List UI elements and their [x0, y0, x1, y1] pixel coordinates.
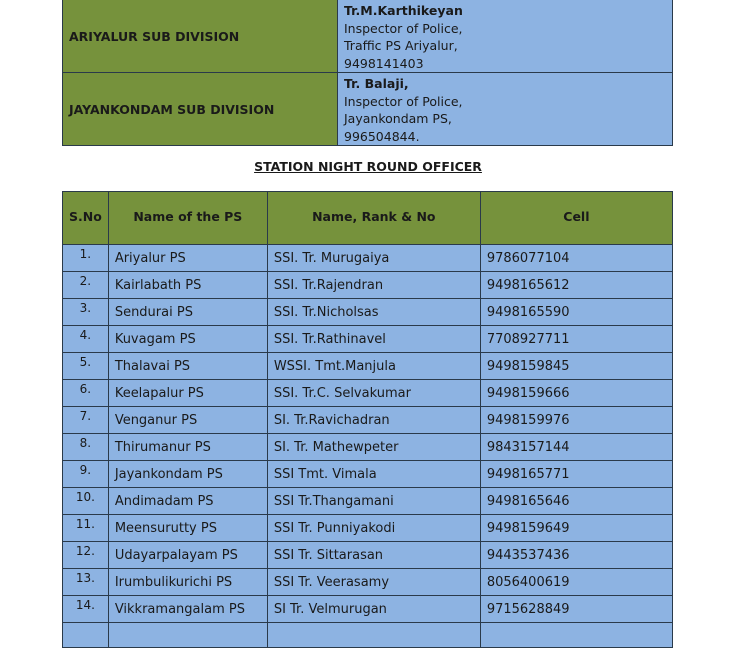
- cell-officer: SI. Tr. Mathewpeter: [266, 433, 481, 461]
- cell-officer: SSI Tr. Sittarasan: [266, 541, 481, 569]
- table-row: 8. Thirumanur PS SI. Tr. Mathewpeter 984315…: [62, 433, 674, 461]
- cell-sno: 7.: [62, 406, 109, 434]
- cell-officer: SI. Tr.Ravichadran: [266, 406, 481, 434]
- table-row: 14. Vikkramangalam PS SI Tr. Velmurugan 971…: [62, 595, 674, 623]
- cell-sno: 13.: [62, 568, 109, 596]
- table-row: [62, 622, 674, 648]
- division-officer: Tr. Balaji, Inspector of Police, Jayankond…: [337, 72, 673, 146]
- cell-ps-name: Keelapalur PS: [107, 379, 268, 407]
- cell-sno: 3.: [62, 298, 109, 326]
- cell-ps-name: Irumbulikurichi PS: [107, 568, 268, 596]
- cell-ps-name: Sendurai PS: [107, 298, 268, 326]
- cell-cell: 9498165646: [479, 487, 674, 515]
- section-title: STATION NIGHT ROUND OFFICER: [254, 159, 482, 174]
- table-row: 4. Kuvagam PS SSI. Tr.Rathinavel 7708927711: [62, 325, 674, 353]
- cell-officer: SSI Tmt. Vimala: [266, 460, 481, 488]
- cell-officer: SSI. Tr.Rajendran: [266, 271, 481, 299]
- cell-cell: 9498165612: [479, 271, 674, 299]
- cell-cell: 8056400619: [479, 568, 674, 596]
- cell-officer: WSSI. Tmt.Manjula: [266, 352, 481, 380]
- officer-name: Tr.M.Karthikeyan: [344, 3, 463, 18]
- cell-ps-name: Vikkramangalam PS: [107, 595, 268, 623]
- cell-officer: SSI Tr. Punniyakodi: [266, 514, 481, 542]
- cell-ps-name: Udayarpalayam PS: [107, 541, 268, 569]
- cell-ps-name: Meensurutty PS: [107, 514, 268, 542]
- officer-detail: Inspector of Police,: [344, 93, 463, 109]
- table-header-row: S.No Name of the PS Name, Rank & No Cell: [62, 191, 674, 245]
- officer-detail: 9498141403: [344, 55, 424, 71]
- cell-officer: SSI. Tr.Rathinavel: [266, 325, 481, 353]
- table-row: 3. Sendurai PS SSI. Tr.Nicholsas 9498165590: [62, 298, 674, 326]
- officer-detail: 996504844.: [344, 128, 420, 144]
- sub-division-row: JAYANKONDAM SUB DIVISION Tr. Balaji, Inspe…: [62, 72, 673, 146]
- cell-ps-name: Kairlabath PS: [107, 271, 268, 299]
- cell-cell: 9498165771: [479, 460, 674, 488]
- cell-cell: 9715628849: [479, 595, 674, 623]
- cell-cell: 9786077104: [479, 244, 674, 272]
- cell-cell: 9498159976: [479, 406, 674, 434]
- cell-sno: 9.: [62, 460, 109, 488]
- table-row: 10. Andimadam PS SSI Tr.Thangamani 94981656…: [62, 487, 674, 515]
- cell-cell: 7708927711: [479, 325, 674, 353]
- cell-sno: 6.: [62, 379, 109, 407]
- cell-officer: SSI Tr. Veerasamy: [266, 568, 481, 596]
- cell-cell: 9843157144: [479, 433, 674, 461]
- cell-sno: 12.: [62, 541, 109, 569]
- cell-ps-name: Thalavai PS: [107, 352, 268, 380]
- table-row: 12. Udayarpalayam PS SSI Tr. Sittarasan 944…: [62, 541, 674, 569]
- table-row: 13. Irumbulikurichi PS SSI Tr. Veerasamy 80…: [62, 568, 674, 596]
- cell-sno: 11.: [62, 514, 109, 542]
- officer-detail: Traffic PS Ariyalur,: [344, 38, 458, 53]
- officer-detail: Jayankondam PS,: [344, 111, 452, 126]
- cell-officer: SI Tr. Velmurugan: [266, 595, 481, 623]
- division-officer: Tr.M.Karthikeyan Inspector of Police, Traf…: [337, 0, 673, 73]
- cell-sno: 10.: [62, 487, 109, 515]
- cell-cell: 9498165590: [479, 298, 674, 326]
- sub-division-table: ARIYALUR SUB DIVISION Tr.M.Karthikeyan Ins…: [62, 0, 673, 146]
- officer-detail: Inspector of Police,: [344, 20, 463, 36]
- cell-sno: 4.: [62, 325, 109, 353]
- table-row: 1. Ariyalur PS SSI. Tr. Murugaiya 978607710…: [62, 244, 674, 272]
- cell-cell: 9443537436: [479, 541, 674, 569]
- cell-sno: 5.: [62, 352, 109, 380]
- cell-officer: SSI Tr.Thangamani: [266, 487, 481, 515]
- table-row: 2. Kairlabath PS SSI. Tr.Rajendran 94981656…: [62, 271, 674, 299]
- cell-sno: 8.: [62, 433, 109, 461]
- cell-officer: SSI. Tr.C. Selvakumar: [266, 379, 481, 407]
- cell-cell: 9498159845: [479, 352, 674, 380]
- cell-officer: SSI. Tr.Nicholsas: [266, 298, 481, 326]
- sub-division-row: ARIYALUR SUB DIVISION Tr.M.Karthikeyan Ins…: [62, 0, 673, 73]
- cell-ps-name: Jayankondam PS: [107, 460, 268, 488]
- header-officer: Name, Rank & No: [266, 191, 481, 245]
- cell-ps-name: Thirumanur PS: [107, 433, 268, 461]
- cell-officer: SSI. Tr. Murugaiya: [266, 244, 481, 272]
- header-cell: Cell: [479, 191, 674, 245]
- table-row: 9. Jayankondam PS SSI Tmt. Vimala 949816577…: [62, 460, 674, 488]
- table-row: 5. Thalavai PS WSSI. Tmt.Manjula 9498159845: [62, 352, 674, 380]
- cell-cell: 9498159649: [479, 514, 674, 542]
- cell-ps-name: Venganur PS: [107, 406, 268, 434]
- header-ps-name: Name of the PS: [107, 191, 268, 245]
- table-row: 7. Venganur PS SI. Tr.Ravichadran 949815997…: [62, 406, 674, 434]
- cell-sno: 14.: [62, 595, 109, 623]
- table-row: 11. Meensurutty PS SSI Tr. Punniyakodi 9498…: [62, 514, 674, 542]
- cell-sno: 2.: [62, 271, 109, 299]
- cell-ps-name: Andimadam PS: [107, 487, 268, 515]
- cell-sno: 1.: [62, 244, 109, 272]
- cell-cell: 9498159666: [479, 379, 674, 407]
- cell-ps-name: Kuvagam PS: [107, 325, 268, 353]
- division-name: ARIYALUR SUB DIVISION: [62, 0, 338, 73]
- division-name: JAYANKONDAM SUB DIVISION: [62, 72, 338, 146]
- officer-name: Tr. Balaji,: [344, 76, 409, 91]
- night-round-officer-table: S.No Name of the PS Name, Rank & No Cell…: [62, 191, 674, 648]
- header-sno: S.No: [62, 191, 109, 245]
- table-row: 6. Keelapalur PS SSI. Tr.C. Selvakumar 9498…: [62, 379, 674, 407]
- cell-ps-name: Ariyalur PS: [107, 244, 268, 272]
